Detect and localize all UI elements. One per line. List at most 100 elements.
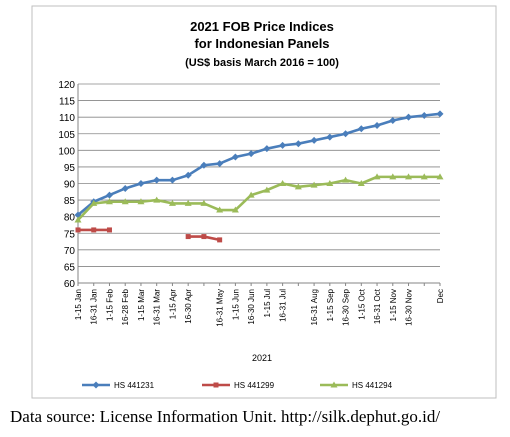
legend-marker [213, 382, 219, 388]
data-point [231, 206, 239, 213]
data-point [420, 112, 428, 120]
y-tick-label: 115 [59, 97, 75, 108]
x-tick-label: 1-15 Mar [137, 289, 146, 321]
x-tick-label: 16-31 Jan [90, 289, 99, 325]
data-point [436, 110, 444, 118]
data-point [75, 227, 81, 233]
data-point [121, 184, 129, 192]
y-tick-label: 75 [64, 229, 76, 240]
legend-label: HS 441299 [234, 381, 275, 390]
y-tick-label: 85 [64, 196, 76, 207]
x-tick-label: 16-30 Sep [342, 288, 351, 325]
x-tick-label: 1-15 Jul [263, 289, 272, 318]
data-point [326, 180, 334, 186]
y-tick-label: 80 [64, 213, 76, 224]
data-point [263, 186, 271, 193]
legend-item: HS 441294 [320, 381, 393, 390]
data-point [436, 173, 444, 180]
data-point [389, 173, 397, 180]
x-tick-label: 16-31 Aug [310, 289, 319, 325]
x-axis-title: 2021 [252, 353, 272, 363]
y-tick-label: 95 [64, 163, 76, 174]
y-tick-label: 60 [64, 279, 76, 290]
data-point [405, 113, 413, 121]
legend-label: HS 441294 [352, 381, 393, 390]
data-point [90, 199, 98, 206]
x-tick-label: 1-15 Jan [74, 289, 83, 320]
x-tick-label: 1-15 Jun [231, 289, 240, 320]
x-tick-label: 1-15 Sep [326, 288, 335, 321]
y-tick-label: 120 [58, 80, 75, 91]
chart-title-line-2: for Indonesian Panels [194, 36, 329, 51]
data-point [106, 227, 112, 233]
y-tick-label: 110 [59, 113, 75, 124]
x-tick-label: 16-31 Mar [153, 289, 162, 326]
data-point [168, 176, 176, 184]
data-point [217, 237, 223, 243]
plot-area: 60 65 70 75 80 85 90 95 100 105 110 115 120 1-15 Jan 1… [58, 80, 445, 327]
series-hs-441294 [74, 173, 444, 223]
data-point [279, 141, 287, 149]
data-point [294, 140, 302, 148]
data-source-caption: Data source: License Information Unit. h… [10, 407, 441, 426]
y-tick-label: 90 [64, 180, 76, 191]
data-point [326, 133, 334, 141]
data-point [105, 191, 113, 199]
data-point [184, 171, 192, 179]
y-tick-label: 65 [64, 262, 76, 273]
x-tick-label: 1-15 Nov [389, 289, 398, 321]
data-point [153, 176, 161, 184]
legend-marker [330, 381, 338, 388]
data-point [201, 234, 207, 240]
x-tick-label: 16-31 May [216, 289, 225, 327]
data-point [74, 216, 82, 223]
x-tick-label: 16-30 Jun [247, 289, 256, 325]
legend-marker [92, 381, 100, 389]
data-point [357, 180, 365, 186]
y-tick-label: 70 [64, 246, 76, 257]
data-point [247, 191, 255, 198]
data-point [310, 181, 318, 188]
data-point [373, 173, 381, 180]
legend-label: HS 441231 [114, 381, 155, 390]
data-point [342, 130, 350, 138]
x-tick-label: Dec [436, 289, 445, 303]
chart-title-line-1: 2021 FOB Price Indices [190, 19, 334, 34]
data-point [200, 199, 208, 206]
data-point [216, 160, 224, 168]
data-point [153, 196, 161, 203]
data-point [121, 198, 129, 205]
data-point [231, 153, 239, 161]
x-tick-label: 16-30 Nov [405, 289, 414, 326]
data-point [263, 145, 271, 153]
x-tick-label: 1-15 Feb [105, 288, 114, 321]
x-tick-label: 16-30 Apr [184, 289, 193, 324]
data-point [216, 206, 224, 213]
data-point [105, 198, 113, 205]
series-hs-441299 [75, 227, 223, 243]
series-line [77, 175, 440, 221]
data-point [294, 183, 302, 190]
x-tick-label: 1-15 Apr [168, 289, 177, 320]
data-point [91, 227, 97, 233]
legend: HS 441231 HS 441299 HS 441294 [82, 381, 393, 390]
data-point [389, 116, 397, 124]
data-point [168, 199, 176, 206]
data-point [373, 121, 381, 129]
x-tick-label: 1-15 Oct [357, 288, 366, 319]
data-point [247, 150, 255, 158]
data-point [357, 125, 365, 133]
data-point [279, 180, 287, 186]
data-point [310, 136, 318, 144]
data-point [137, 180, 145, 187]
data-point [200, 161, 208, 169]
legend-item: HS 441231 [82, 381, 155, 390]
data-point [184, 199, 192, 206]
data-point [137, 198, 145, 205]
legend-item: HS 441299 [202, 381, 275, 390]
y-tick-label: 105 [58, 130, 75, 141]
x-tick-label: 16-31 Oct [373, 288, 382, 324]
data-point [185, 234, 191, 240]
